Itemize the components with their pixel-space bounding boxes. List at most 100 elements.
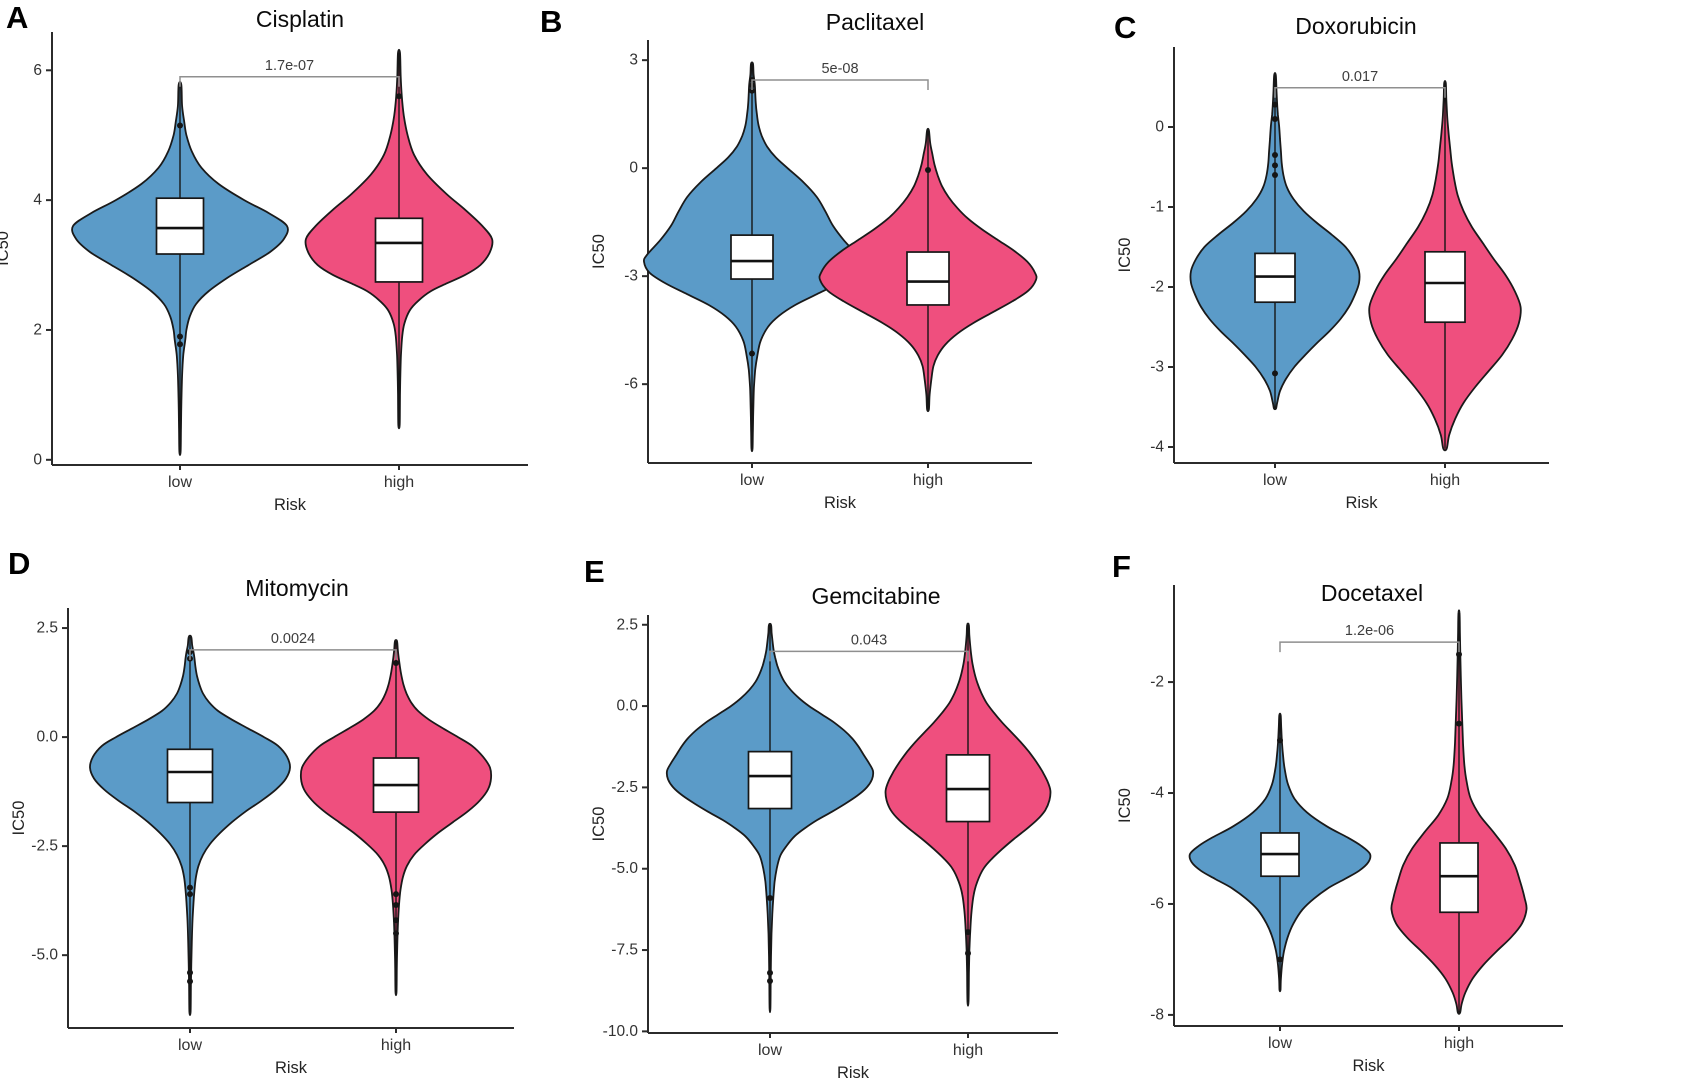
outlier-point bbox=[187, 969, 193, 976]
y-tick-label: -6 bbox=[1150, 895, 1164, 912]
x-tick-label: high bbox=[384, 474, 414, 491]
y-tick-label: 2.5 bbox=[616, 616, 638, 633]
outlier-point bbox=[925, 166, 931, 173]
y-tick-label: 0 bbox=[33, 451, 42, 468]
p-value-label: 1.7e-07 bbox=[265, 58, 314, 74]
y-tick-label: -7.5 bbox=[611, 942, 638, 959]
y-tick-label: -3 bbox=[1150, 359, 1164, 376]
x-axis-title: Risk bbox=[1352, 1057, 1385, 1075]
panel-c-label: C bbox=[1114, 10, 1137, 45]
y-tick-label: 6 bbox=[33, 62, 42, 79]
y-tick-label: -10.0 bbox=[603, 1023, 639, 1040]
outlier-point bbox=[177, 333, 183, 340]
y-tick-label: -8 bbox=[1150, 1006, 1164, 1023]
outlier-point bbox=[965, 929, 971, 936]
significance-bracket bbox=[1279, 641, 1460, 653]
panel-b-label: B bbox=[540, 4, 563, 39]
y-axis-title: IC50 bbox=[0, 231, 12, 266]
outlier-point bbox=[1272, 116, 1278, 122]
outlier-point bbox=[1272, 101, 1278, 108]
y-axis-title: IC50 bbox=[590, 807, 608, 842]
x-tick-label: high bbox=[381, 1037, 411, 1054]
y-tick-label: 0.0 bbox=[616, 698, 638, 715]
outlier-point bbox=[1272, 370, 1278, 377]
panel-a-title: Cisplatin bbox=[255, 6, 345, 32]
panel-d-label: D bbox=[8, 546, 31, 581]
p-value-label: 0.0024 bbox=[271, 631, 315, 647]
y-tick-label: -5.0 bbox=[611, 860, 638, 877]
x-axis-title: Risk bbox=[837, 1064, 870, 1081]
y-axis-title: IC50 bbox=[1116, 238, 1134, 273]
x-tick-label: low bbox=[1268, 1035, 1292, 1052]
outlier-point bbox=[393, 930, 399, 937]
significance-bracket bbox=[1274, 87, 1446, 98]
y-tick-label: -2 bbox=[1150, 279, 1164, 296]
boxplot-box bbox=[906, 251, 950, 306]
outlier-point bbox=[767, 895, 773, 902]
y-tick-label: -4 bbox=[1150, 439, 1164, 456]
panel-b-title: Paclitaxel bbox=[825, 9, 925, 35]
outlier-point bbox=[187, 891, 193, 898]
outlier-point bbox=[1272, 162, 1278, 169]
x-tick-label: high bbox=[953, 1042, 983, 1059]
significance-bracket bbox=[751, 79, 929, 90]
p-value-label: 5e-08 bbox=[821, 61, 858, 77]
panel-f-title: Docetaxel bbox=[1320, 580, 1424, 606]
y-tick-label: 0.0 bbox=[36, 729, 58, 746]
outlier-point bbox=[187, 884, 193, 891]
panel-f-label: F bbox=[1112, 549, 1131, 584]
x-tick-label: low bbox=[1263, 472, 1287, 489]
panel-d-title: Mitomycin bbox=[245, 575, 349, 601]
panel-a-label: A bbox=[6, 0, 29, 35]
y-tick-label: -2.5 bbox=[31, 838, 58, 855]
significance-bracket bbox=[769, 650, 969, 662]
y-tick-label: -3 bbox=[624, 268, 638, 285]
boxplot-box bbox=[1424, 250, 1466, 324]
panel-e-label: E bbox=[584, 554, 605, 589]
panel-e-title: Gemcitabine bbox=[811, 583, 941, 609]
outlier-point bbox=[396, 93, 402, 100]
significance-bracket bbox=[189, 649, 397, 660]
outlier-point bbox=[393, 902, 399, 909]
x-tick-label: high bbox=[1430, 472, 1460, 489]
p-value-label: 1.2e-06 bbox=[1345, 623, 1394, 639]
y-tick-label: -5.0 bbox=[31, 947, 58, 964]
outlier-point bbox=[393, 891, 399, 898]
y-tick-label: -2 bbox=[1150, 674, 1164, 691]
x-tick-label: low bbox=[740, 472, 764, 489]
outlier-point bbox=[767, 977, 773, 984]
significance-bracket bbox=[179, 76, 400, 87]
outlier-point bbox=[393, 659, 399, 666]
outlier-point bbox=[1277, 737, 1283, 744]
outlier-point bbox=[1272, 172, 1278, 178]
x-tick-label: low bbox=[178, 1037, 202, 1054]
y-tick-label: 0 bbox=[629, 160, 638, 177]
outlier-point bbox=[177, 341, 183, 348]
y-tick-label: 2 bbox=[33, 321, 42, 338]
x-tick-label: low bbox=[168, 474, 192, 491]
outlier-point bbox=[965, 950, 971, 957]
outlier-point bbox=[749, 350, 755, 357]
boxplot-box bbox=[166, 748, 214, 804]
x-axis-title: Risk bbox=[275, 1059, 308, 1077]
y-tick-label: -1 bbox=[1150, 199, 1164, 216]
y-tick-label: 3 bbox=[629, 52, 638, 69]
y-tick-label: -2.5 bbox=[611, 779, 638, 796]
boxplot-box bbox=[730, 234, 774, 280]
outlier-point bbox=[1456, 720, 1462, 727]
y-tick-label: 0 bbox=[1155, 119, 1164, 136]
x-tick-label: high bbox=[913, 472, 943, 489]
p-value-label: 0.043 bbox=[851, 632, 887, 648]
p-value-label: 0.017 bbox=[1342, 69, 1378, 85]
x-tick-label: high bbox=[1444, 1035, 1474, 1052]
x-axis-title: Risk bbox=[824, 494, 857, 512]
x-axis-title: Risk bbox=[274, 496, 307, 514]
y-axis-title: IC50 bbox=[590, 234, 608, 269]
y-tick-label: 2.5 bbox=[36, 620, 58, 637]
outlier-point bbox=[177, 122, 183, 129]
outlier-point bbox=[749, 87, 755, 94]
y-axis-title: IC50 bbox=[10, 801, 28, 836]
boxplot-box bbox=[1439, 842, 1479, 914]
outlier-point bbox=[393, 917, 399, 924]
